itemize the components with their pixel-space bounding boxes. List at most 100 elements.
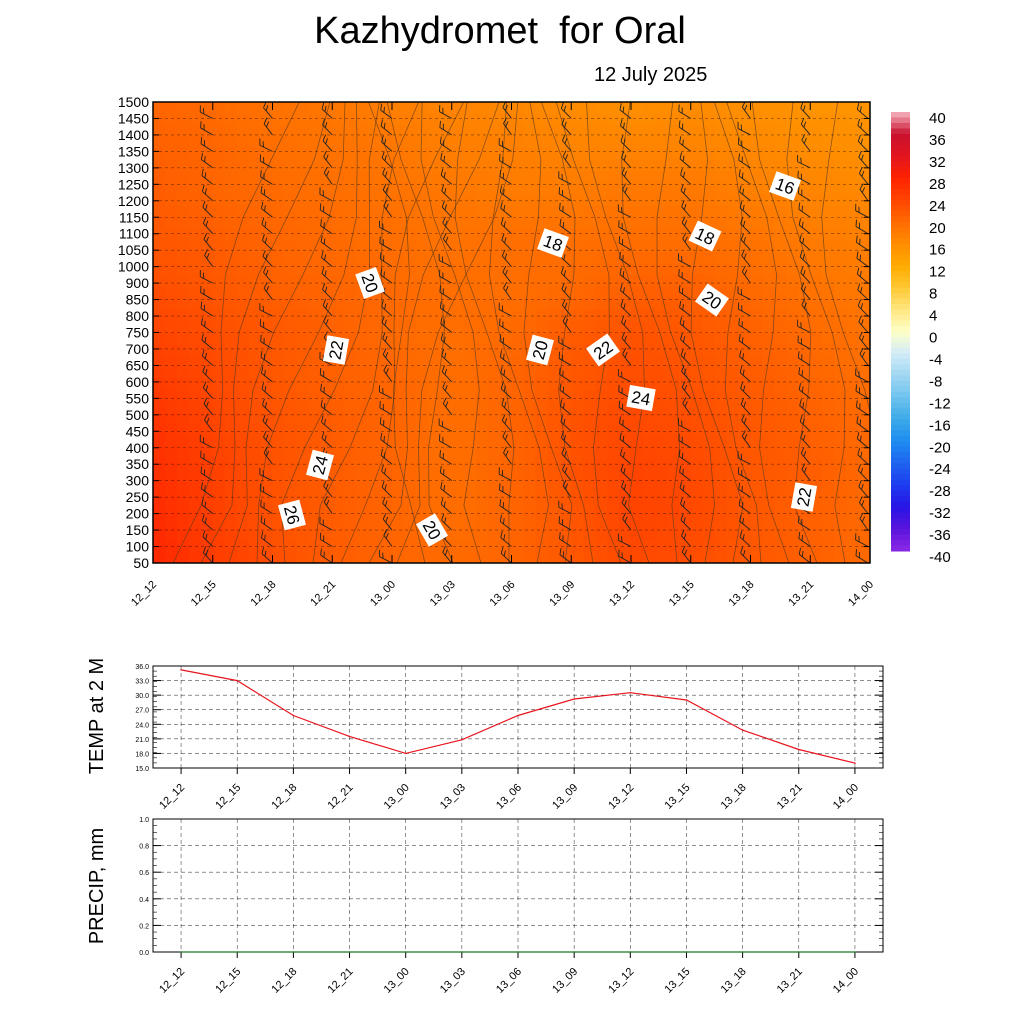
heat-cell	[356, 251, 369, 264]
heat-cell	[822, 113, 835, 126]
heat-cell	[487, 125, 501, 138]
heat-cell	[642, 182, 656, 195]
heat-cell	[487, 182, 501, 195]
precip-x-tick-label: 12_12	[157, 966, 187, 996]
heat-cell	[368, 136, 381, 149]
heat-cell	[607, 136, 620, 149]
heat-cell	[164, 228, 178, 241]
heat-cell	[547, 274, 560, 287]
heat-cell	[284, 205, 297, 218]
heat-cell	[595, 240, 608, 253]
chart-subtitle: 12 July 2025	[594, 64, 708, 86]
precip-x-tick-label: 13_12	[606, 966, 636, 996]
heat-cell	[427, 125, 441, 138]
heat-cell	[559, 194, 572, 207]
heat-cell	[224, 228, 238, 241]
heat-cell	[451, 125, 465, 138]
heat-cell	[654, 228, 668, 241]
heat-cell	[547, 136, 560, 149]
heat-cell	[511, 102, 525, 115]
heat-cell	[236, 102, 250, 115]
heat-cell	[368, 205, 381, 218]
heat-cell	[451, 113, 465, 126]
heat-cell	[822, 194, 835, 207]
heat-cell	[642, 205, 656, 218]
heat-cell	[284, 182, 297, 195]
precip-data-point	[685, 951, 688, 953]
heat-cell	[248, 194, 262, 207]
precip-y-tick-label: 0.0	[139, 950, 149, 957]
heat-cell	[666, 228, 680, 241]
heat-cell	[308, 182, 321, 195]
heat-cell	[392, 171, 405, 184]
heat-cell	[224, 102, 238, 115]
heat-cell	[212, 205, 226, 218]
heat-cell	[403, 251, 417, 264]
heat-cell	[786, 136, 799, 149]
heat-cell	[619, 205, 632, 218]
heat-cell	[858, 171, 870, 184]
heat-cell	[236, 251, 250, 264]
heat-cell	[511, 113, 525, 126]
heat-cell	[834, 217, 847, 230]
heat-cell	[368, 194, 381, 207]
heat-cell	[236, 194, 250, 207]
heat-cell	[487, 102, 501, 115]
heat-cell	[798, 251, 811, 264]
heat-cell	[356, 194, 369, 207]
heat-cell	[344, 217, 357, 230]
heat-cell	[714, 240, 728, 253]
heat-cell	[176, 274, 190, 287]
heat-cell	[607, 274, 620, 287]
heat-cell	[631, 136, 644, 149]
heat-cell	[332, 113, 345, 126]
heat-cell	[188, 171, 202, 184]
precip-x-tick-label: 13_03	[438, 966, 468, 996]
heat-cell	[750, 159, 764, 172]
heat-cell	[380, 136, 393, 149]
heat-cell	[164, 263, 178, 276]
heat-cell	[690, 159, 704, 172]
heat-cell	[176, 228, 190, 241]
heat-cell	[344, 274, 357, 287]
heat-cell	[583, 125, 596, 138]
heat-cell	[774, 159, 787, 172]
heat-cell	[774, 125, 787, 138]
heat-cell	[320, 125, 333, 138]
heat-cell	[642, 251, 656, 264]
heat-cell	[523, 217, 536, 230]
heat-cell	[224, 217, 238, 230]
heat-cell	[212, 194, 226, 207]
heat-cell	[511, 274, 525, 287]
heat-cell	[559, 159, 572, 172]
heat-cell	[702, 102, 716, 115]
heat-cell	[523, 136, 536, 149]
heat-cell	[427, 171, 441, 184]
heat-cell	[344, 102, 357, 115]
heat-cell	[523, 228, 536, 241]
heat-cell	[642, 228, 656, 241]
heat-cell	[164, 171, 178, 184]
heat-cell	[535, 194, 548, 207]
heat-cell	[212, 159, 226, 172]
heat-cell	[368, 159, 381, 172]
heat-cell	[798, 113, 811, 126]
heat-cell	[858, 102, 870, 115]
precip-y-tick-label: 0.8	[139, 844, 149, 851]
heat-cell	[834, 205, 847, 218]
heat-cell	[415, 251, 429, 264]
heat-cell	[702, 113, 716, 126]
heat-cell	[272, 136, 286, 149]
heat-cell	[583, 159, 596, 172]
heat-cell	[260, 194, 274, 207]
heat-cell	[511, 228, 525, 241]
heat-cell	[272, 102, 286, 115]
heat-cell	[571, 102, 584, 115]
heat-cell	[272, 251, 286, 264]
heat-cell	[810, 194, 823, 207]
heat-cell	[164, 194, 178, 207]
heat-cell	[583, 113, 596, 126]
heat-cell	[834, 194, 847, 207]
heat-cell	[463, 194, 477, 207]
